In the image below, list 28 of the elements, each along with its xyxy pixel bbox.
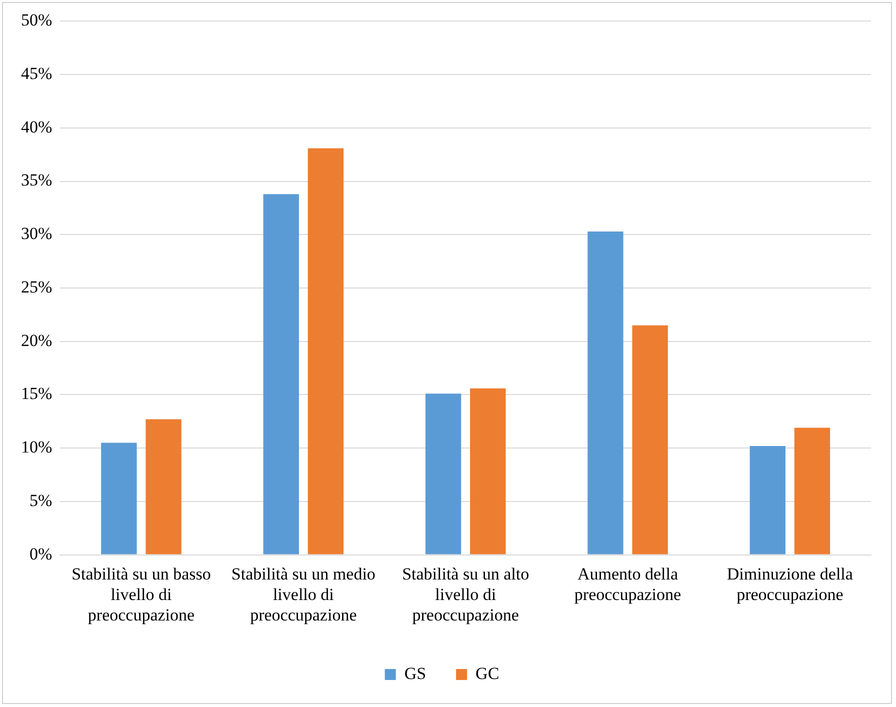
y-tick-label: 20% [20,330,52,350]
y-tick-label: 45% [20,64,52,84]
bar [425,394,462,554]
y-tick-label: 10% [20,438,52,457]
legend-label: GS [404,664,426,683]
bar [308,148,344,554]
x-tick-label: Stabilità su un alto livello di preoccupazione [402,564,530,624]
bar [470,388,506,554]
y-tick-label: 40% [20,117,52,136]
y-tick-label: 25% [20,277,52,296]
x-tick-label: Diminuzione della preoccupazione [726,564,854,604]
bar [794,428,830,554]
y-tick-label: 5% [29,490,52,510]
y-tick-label: 15% [20,384,52,404]
bar [632,325,668,554]
x-tick-label: Stabilità su un medio livello di preoccupazione [231,564,376,624]
bar [146,419,182,554]
y-tick-label: 35% [20,170,52,190]
bar [101,442,137,554]
x-tick-label: Stabilità su un basso livello di preoccupazione [72,564,211,624]
bar [263,194,299,554]
x-tick-label: Aumento della preoccupazione [574,564,682,604]
y-tick-label: 50% [20,10,52,30]
y-tick-label: 0% [29,544,52,564]
legend-label: GC [476,664,500,683]
bar [750,446,786,554]
bar [588,231,624,554]
y-tick-label: 30% [20,224,52,244]
